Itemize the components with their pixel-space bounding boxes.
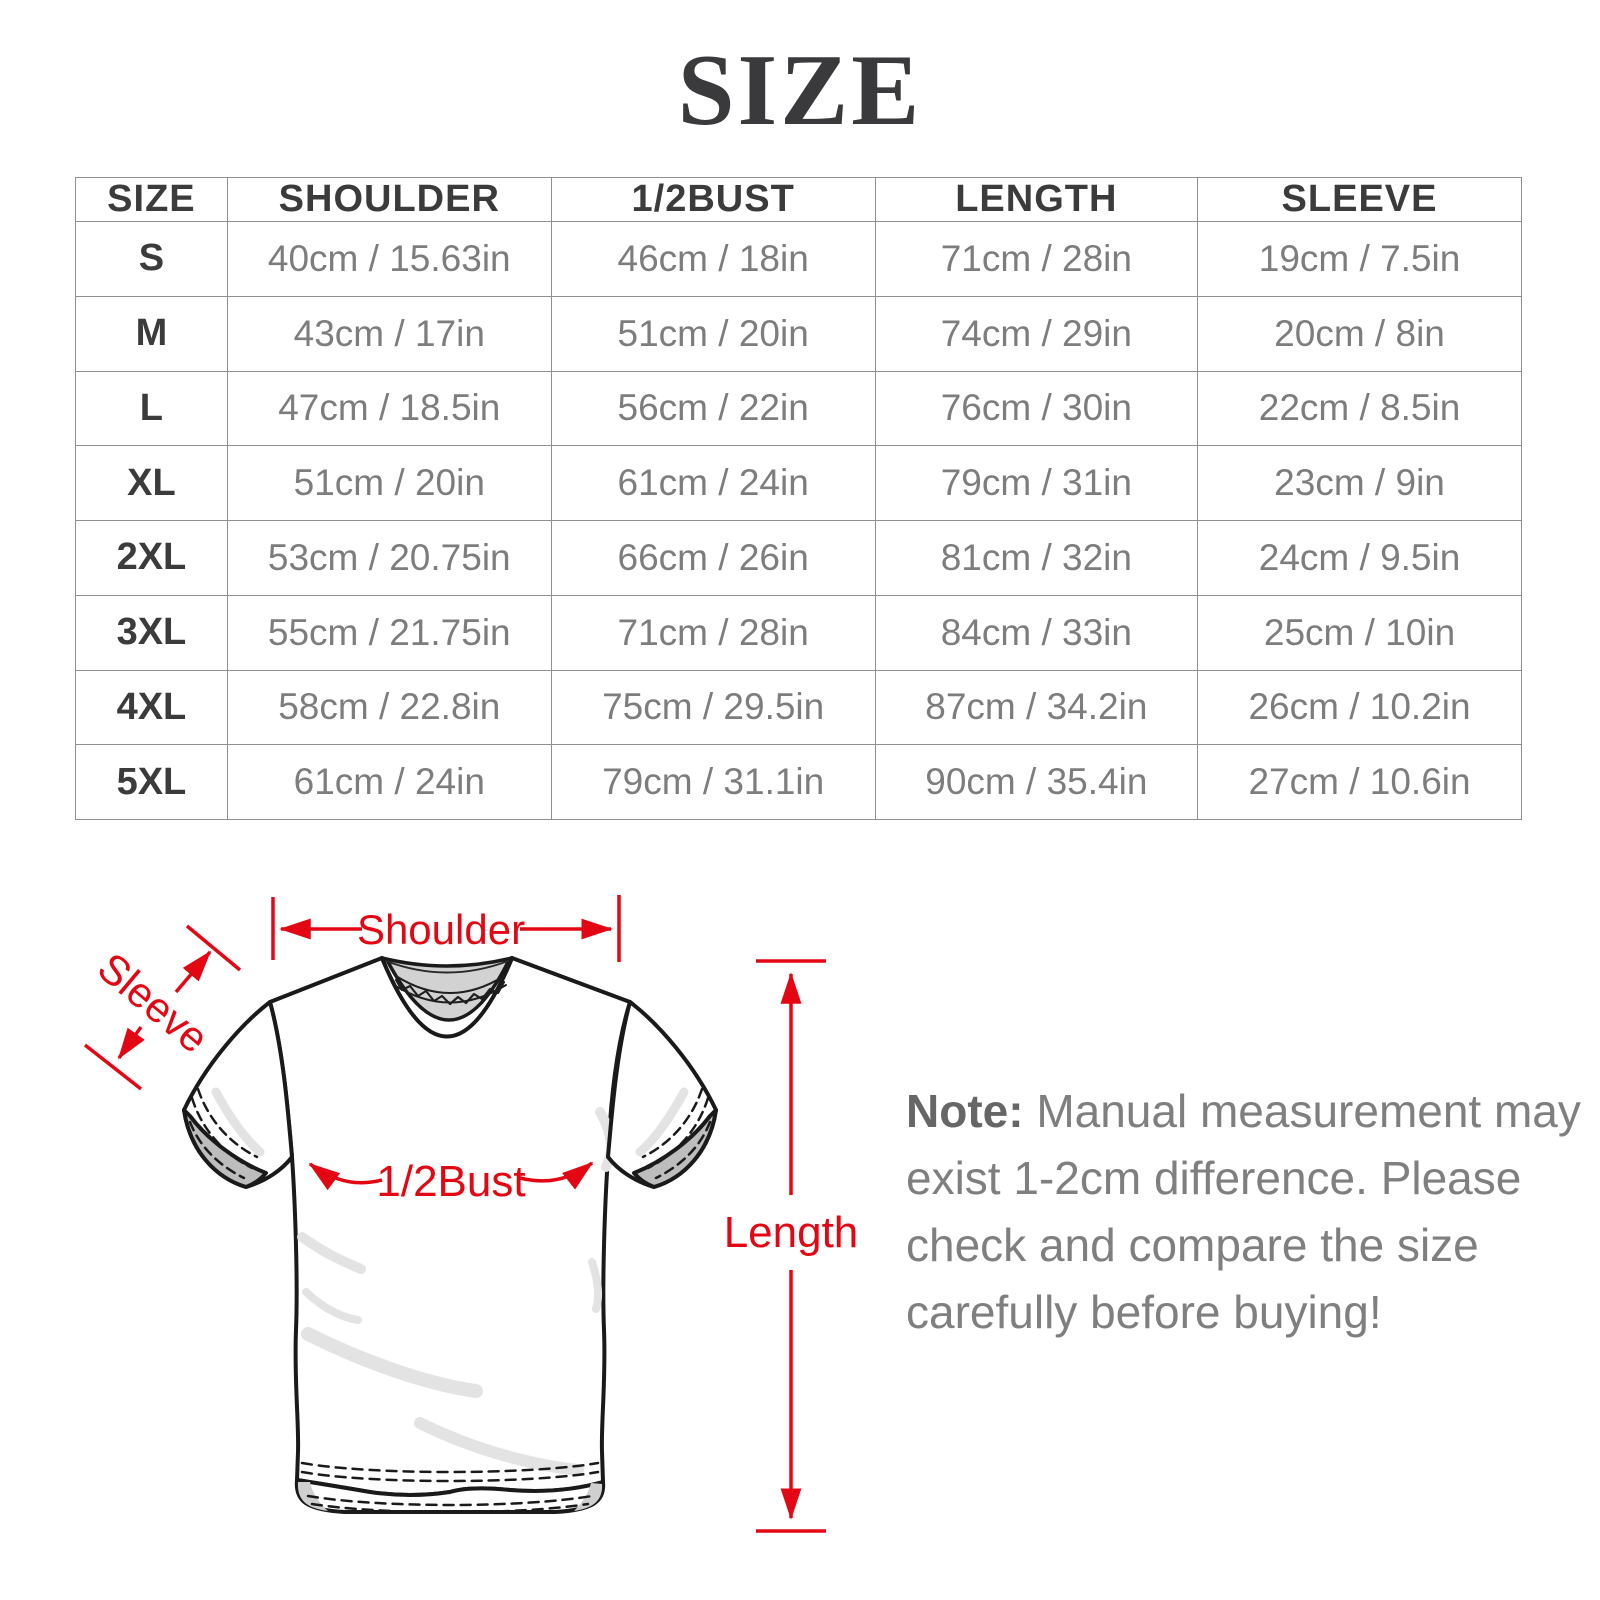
table-row: L 47cm / 18.5in 56cm / 22in 76cm / 30in … [75, 370, 1522, 447]
shoulder-value: 43cm / 17in [226, 295, 552, 372]
shoulder-value: 55cm / 21.75in [226, 594, 552, 671]
bust-label: 1/2Bust [376, 1157, 525, 1206]
sleeve-value: 22cm / 8.5in [1197, 370, 1522, 447]
table-row: XL 51cm / 20in 61cm / 24in 79cm / 31in 2… [75, 445, 1522, 521]
table-row: 4XL 58cm / 22.8in 75cm / 29.5in 87cm / 3… [75, 669, 1522, 746]
table-header-row: SIZE SHOULDER 1/2BUST LENGTH SLEEVE [75, 177, 1522, 222]
table-row: S 40cm / 15.63in 46cm / 18in 71cm / 28in… [75, 221, 1522, 297]
sleeve-wrinkle [211, 1087, 265, 1157]
note-line: Note: Manual measurement may [906, 1078, 1581, 1145]
sleeve-tick-upper [185, 924, 242, 972]
length-value: 76cm / 30in [874, 370, 1199, 447]
size-label: XL [75, 445, 228, 521]
collar-zigzag-stitch [393, 975, 507, 1006]
collar-back-seam [385, 960, 509, 974]
size-label: 5XL [75, 744, 228, 820]
size-label: M [75, 295, 228, 372]
table-row: 5XL 61cm / 24in 79cm / 31.1in 90cm / 35.… [75, 744, 1522, 820]
size-label: S [75, 221, 228, 297]
length-annotation: Length [724, 959, 859, 1533]
bust-value: 71cm / 28in [550, 594, 876, 671]
bust-value: 79cm / 31.1in [550, 744, 876, 820]
sleeve-value: 27cm / 10.6in [1197, 744, 1522, 820]
collar-band-inner-line [386, 960, 510, 1022]
collar [380, 956, 514, 1039]
col-header-shoulder: SHOULDER [226, 177, 552, 222]
note-line: exist 1-2cm difference. Please [906, 1152, 1522, 1204]
bust-arrow-right [519, 1161, 594, 1190]
sleeve-value: 20cm / 8in [1197, 295, 1522, 372]
fabric-wrinkles [242, 1096, 616, 1476]
page-title: SIZE [677, 34, 923, 147]
sleeve-label: Sleeve [89, 943, 218, 1062]
shoulder-value: 53cm / 20.75in [226, 520, 552, 596]
sleeve-value: 26cm / 10.2in [1197, 669, 1522, 746]
shoulder-value: 40cm / 15.63in [226, 221, 552, 297]
sleeve-tick-lower [83, 1043, 143, 1091]
bust-value: 46cm / 18in [550, 221, 876, 297]
size-label: 4XL [75, 669, 228, 746]
length-value: 71cm / 28in [874, 221, 1199, 297]
sleeve-opening-shadow [182, 1108, 268, 1189]
sleeve-value: 24cm / 9.5in [1197, 520, 1522, 596]
shoulder-label: Shoulder [357, 906, 525, 953]
size-label: 3XL [75, 594, 228, 671]
col-header-length: LENGTH [874, 177, 1199, 222]
sleeve-stitching [188, 1087, 259, 1180]
tshirt-illustration [182, 956, 716, 1514]
col-header-bust: 1/2BUST [550, 177, 876, 222]
note-label: Note: [906, 1085, 1024, 1137]
note-line: check and compare the size [906, 1219, 1479, 1271]
bust-value: 66cm / 26in [550, 520, 876, 596]
size-label: L [75, 370, 228, 447]
collar-top-line [380, 956, 514, 968]
bust-value: 56cm / 22in [550, 370, 876, 447]
length-value: 90cm / 35.4in [874, 744, 1199, 820]
bust-value: 61cm / 24in [550, 445, 876, 521]
shoulder-value: 47cm / 18.5in [226, 370, 552, 447]
note-line: carefully before buying! [906, 1286, 1382, 1338]
note-text: Note: Manual measurement may exist 1-2cm… [906, 1078, 1581, 1346]
col-header-sleeve: SLEEVE [1197, 177, 1522, 222]
bust-value: 75cm / 29.5in [550, 669, 876, 746]
shoulder-annotation: Shoulder [271, 895, 621, 962]
length-value: 79cm / 31in [874, 445, 1199, 521]
col-header-size: SIZE [75, 177, 228, 222]
length-value: 87cm / 34.2in [874, 669, 1199, 746]
sleeve-arrow-upper [174, 950, 212, 994]
shoulder-value: 61cm / 24in [226, 744, 552, 820]
table-row: 3XL 55cm / 21.75in 71cm / 28in 84cm / 33… [75, 594, 1522, 671]
shoulder-value: 51cm / 20in [226, 445, 552, 521]
bust-value: 51cm / 20in [550, 295, 876, 372]
length-label: Length [724, 1208, 859, 1257]
length-value: 84cm / 33in [874, 594, 1199, 671]
shoulder-value: 58cm / 22.8in [226, 669, 552, 746]
tshirt-body [268, 956, 632, 1497]
table-row: 2XL 53cm / 20.75in 66cm / 26in 81cm / 32… [75, 520, 1522, 596]
sleeve-value: 23cm / 9in [1197, 445, 1522, 521]
length-value: 74cm / 29in [874, 295, 1199, 372]
sleeve [182, 1000, 294, 1189]
size-chart-table: SIZE SHOULDER 1/2BUST LENGTH SLEEVE S 40… [75, 177, 1522, 820]
note-line-rest: Manual measurement may [1023, 1085, 1581, 1137]
table-row: M 43cm / 17in 51cm / 20in 74cm / 29in 20… [75, 295, 1522, 372]
sleeve-value: 19cm / 7.5in [1197, 221, 1522, 297]
tshirt-measurement-diagram: Shoulder Sleeve 1/2Bust Length [83, 895, 859, 1533]
size-label: 2XL [75, 520, 228, 596]
hem-roll [294, 1478, 606, 1514]
length-value: 81cm / 32in [874, 520, 1199, 596]
bust-annotation: 1/2Bust [308, 1157, 594, 1206]
bust-arrow-left [308, 1162, 383, 1191]
sleeve-arrow-lower [117, 1025, 145, 1060]
hem-stitching [300, 1461, 600, 1514]
sleeve-value: 25cm / 10in [1197, 594, 1522, 671]
